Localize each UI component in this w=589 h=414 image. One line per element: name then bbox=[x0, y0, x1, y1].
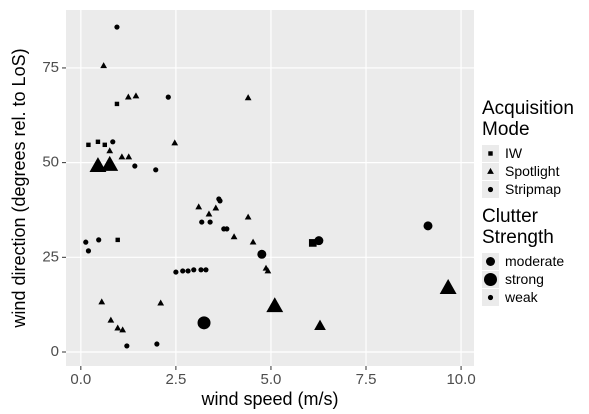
point bbox=[85, 248, 92, 254]
legend-label: strong bbox=[505, 271, 544, 287]
legend-label: Spotlight bbox=[505, 163, 560, 179]
point bbox=[100, 62, 108, 69]
point bbox=[110, 139, 116, 145]
size-legend: Clutter Strength moderate strong weak bbox=[482, 206, 586, 306]
point bbox=[114, 24, 120, 30]
shape-legend: Acquisition Mode IW Spotlight Stripmap bbox=[482, 98, 586, 198]
legend-item: IW bbox=[482, 144, 586, 162]
legend-key bbox=[482, 288, 499, 306]
point bbox=[153, 167, 159, 173]
point bbox=[230, 233, 238, 240]
legend-label: moderate bbox=[505, 253, 565, 269]
point bbox=[487, 294, 494, 300]
point bbox=[165, 94, 171, 100]
chart: wind speed (m/s) wind direction (degrees… bbox=[9, 10, 476, 409]
legend-key bbox=[482, 252, 499, 270]
x-tick-label: 5.0 bbox=[261, 371, 282, 388]
point bbox=[154, 341, 160, 347]
point bbox=[102, 142, 107, 148]
point bbox=[124, 343, 130, 349]
point bbox=[212, 204, 220, 211]
point bbox=[203, 267, 209, 273]
point bbox=[118, 153, 126, 160]
point bbox=[198, 267, 204, 273]
point bbox=[114, 324, 122, 331]
y-axis-label: wind direction (degrees rel. to LoS) bbox=[9, 48, 29, 328]
point bbox=[101, 155, 119, 171]
point bbox=[195, 203, 203, 210]
point bbox=[83, 239, 89, 245]
point bbox=[486, 256, 495, 266]
point bbox=[124, 93, 132, 100]
legend-key bbox=[482, 180, 499, 198]
point bbox=[171, 139, 179, 146]
point bbox=[487, 167, 494, 174]
point bbox=[197, 316, 211, 330]
legend-title: Acquisition Mode bbox=[482, 98, 574, 140]
y-tick-label: 25 bbox=[42, 248, 59, 265]
point bbox=[257, 249, 267, 259]
x-tick-label: 10.0 bbox=[446, 371, 475, 388]
point bbox=[89, 157, 107, 173]
point bbox=[132, 163, 138, 169]
legend-key bbox=[482, 270, 499, 288]
legend-item: Stripmap bbox=[482, 180, 586, 198]
point bbox=[217, 198, 223, 204]
point bbox=[244, 213, 252, 220]
legend-item: weak bbox=[482, 288, 586, 306]
point bbox=[132, 92, 140, 99]
point bbox=[488, 150, 493, 156]
point bbox=[308, 239, 317, 247]
x-tick-label: 2.5 bbox=[165, 371, 186, 388]
point bbox=[314, 319, 326, 330]
y-tick-label: 50 bbox=[42, 154, 59, 171]
point bbox=[107, 316, 115, 323]
legend-title: Clutter Strength bbox=[482, 206, 554, 248]
x-tick-label: 7.5 bbox=[356, 371, 377, 388]
y-tick-label: 75 bbox=[42, 59, 59, 76]
legend-label: IW bbox=[505, 145, 523, 161]
point bbox=[86, 142, 91, 148]
point bbox=[115, 237, 120, 243]
point bbox=[266, 297, 284, 313]
legend-key bbox=[482, 162, 499, 180]
point bbox=[487, 186, 494, 192]
x-axis-label: wind speed (m/s) bbox=[200, 389, 338, 409]
point bbox=[180, 268, 186, 274]
legend-item: moderate bbox=[482, 252, 586, 270]
point bbox=[224, 226, 230, 232]
legend-label: weak bbox=[505, 289, 538, 305]
point bbox=[244, 94, 252, 101]
point bbox=[185, 268, 191, 274]
point bbox=[98, 298, 106, 305]
point bbox=[119, 326, 127, 333]
point bbox=[249, 238, 257, 245]
point bbox=[264, 267, 272, 274]
point bbox=[423, 221, 433, 231]
point bbox=[125, 153, 133, 160]
point bbox=[114, 101, 120, 107]
point bbox=[205, 210, 213, 217]
point bbox=[106, 147, 114, 154]
point bbox=[157, 299, 165, 306]
point bbox=[173, 269, 179, 275]
legend-key bbox=[482, 144, 499, 162]
legend-label: Stripmap bbox=[505, 181, 562, 197]
point bbox=[207, 219, 213, 225]
point bbox=[95, 139, 101, 145]
point bbox=[484, 272, 497, 286]
legend-item: strong bbox=[482, 270, 586, 288]
point bbox=[199, 219, 205, 225]
point bbox=[439, 279, 457, 294]
panel bbox=[66, 10, 474, 366]
point bbox=[314, 236, 324, 246]
legend-item: Spotlight bbox=[482, 162, 586, 180]
point bbox=[96, 237, 102, 243]
point bbox=[191, 267, 197, 273]
y-tick-label: 0 bbox=[51, 343, 59, 360]
x-tick-label: 0.0 bbox=[70, 371, 91, 388]
